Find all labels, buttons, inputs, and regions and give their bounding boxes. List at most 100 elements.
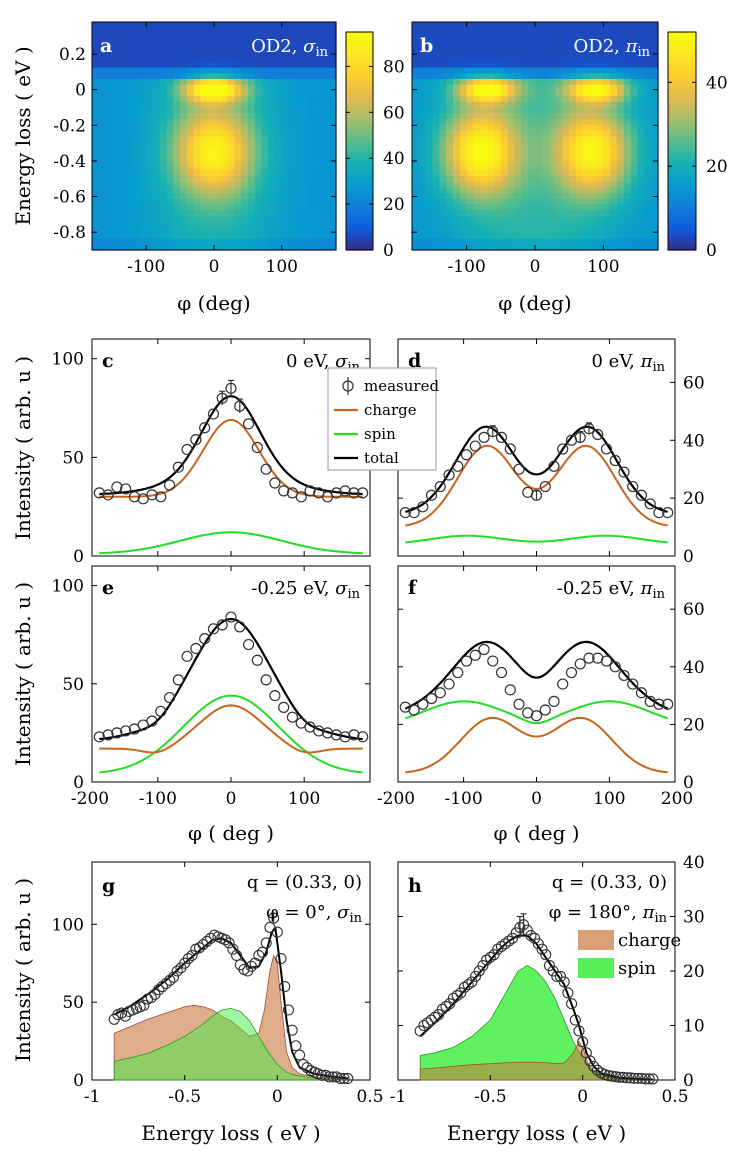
heatmap-cell: [193, 113, 202, 120]
spin-curve: [99, 531, 363, 555]
colorbar-cell: [668, 173, 696, 178]
heatmap-cell: [308, 221, 317, 228]
heatmap-cell: [521, 136, 529, 143]
heatmap-cell: [329, 187, 337, 194]
heatmap-cell: [261, 90, 269, 97]
heatmap-cell: [234, 136, 242, 143]
heatmap-cell: [207, 181, 215, 188]
heatmap-cell: [651, 96, 659, 103]
heatmap-cell: [288, 221, 296, 228]
heatmap-cell: [521, 73, 529, 80]
heatmap-cell: [322, 67, 330, 74]
heatmap-cell: [193, 90, 202, 97]
heatmap-cell: [473, 84, 481, 91]
heatmap-cell: [432, 56, 440, 63]
heatmap-cell: [234, 39, 242, 46]
heatmap-cell: [92, 204, 100, 211]
heatmap-cell: [193, 147, 202, 154]
heatmap-cell: [528, 181, 536, 188]
heatmap-cell: [500, 96, 509, 103]
heatmap-cell: [308, 90, 317, 97]
heatmap-cell: [180, 33, 188, 40]
data-point: [639, 1073, 652, 1085]
heatmap-cell: [651, 244, 659, 251]
heatmap-cell: [146, 96, 154, 103]
heatmap-cell: [173, 61, 181, 69]
heatmap-cell: [92, 244, 100, 251]
heatmap-cell: [308, 39, 317, 46]
heatmap-cell: [281, 101, 290, 109]
heatmap-cell: [521, 170, 529, 177]
heatmap-cell: [254, 187, 263, 194]
heatmap-cell: [159, 193, 168, 200]
heatmap-cell: [268, 22, 276, 29]
heatmap-cell: [247, 141, 256, 148]
heatmap-cell: [132, 67, 141, 74]
heatmap-cell: [214, 164, 222, 171]
heatmap-cell: [322, 61, 330, 69]
heatmap-cell: [180, 79, 188, 86]
heatmap-cell: [254, 244, 263, 251]
heatmap-cell: [200, 44, 208, 52]
heatmap-cell: [596, 164, 604, 171]
heatmap-cell: [315, 181, 324, 188]
heatmap-cell: [582, 158, 591, 166]
heatmap-cell: [220, 204, 229, 211]
heatmap-cell: [500, 44, 509, 52]
heatmap-cell: [555, 136, 563, 143]
heatmap-cell: [322, 39, 330, 46]
heatmap-cell: [610, 22, 618, 29]
heatmap-cell: [329, 204, 337, 211]
colorbar-cell: [668, 184, 696, 189]
heatmap-cell: [446, 79, 454, 86]
heatmap-cell: [220, 61, 229, 69]
heatmap-cell: [500, 124, 509, 131]
heatmap-cell: [207, 44, 215, 52]
heatmap-cell: [315, 170, 324, 177]
data-point: [269, 689, 281, 702]
heatmap-cell: [173, 238, 181, 245]
heatmap-cell: [302, 101, 310, 109]
heatmap-cell: [254, 158, 263, 166]
heatmap-cell: [541, 158, 550, 166]
heatmap-cell: [112, 175, 120, 183]
heatmap-cell: [159, 141, 168, 148]
heatmap-cell: [308, 175, 317, 183]
colorbar-cell: [346, 206, 373, 211]
heatmap-cell: [241, 141, 249, 148]
data-point: [434, 480, 446, 493]
heatmap-cell: [562, 153, 570, 160]
heatmap-cell: [227, 90, 235, 97]
heatmap-cell: [466, 33, 475, 40]
heatmap-cell: [186, 164, 195, 171]
heatmap-cell: [623, 39, 632, 46]
data-point: [242, 418, 255, 430]
heatmap-cell: [180, 187, 188, 194]
colorbar-cell: [346, 61, 373, 66]
heatmap-cell: [247, 50, 256, 57]
heatmap-cell: [651, 101, 659, 109]
heatmap-cell: [207, 158, 215, 166]
heatmap-cell: [418, 164, 427, 171]
heatmap-cell: [514, 175, 522, 183]
heatmap-cell: [234, 113, 242, 120]
heatmap-cell: [234, 61, 242, 69]
heatmap-cell: [459, 124, 468, 131]
colorbar-cell: [346, 115, 373, 120]
heatmap-cell: [214, 50, 222, 57]
heatmap-cell: [322, 44, 330, 52]
heatmap-cell: [200, 61, 208, 69]
heatmap-cell: [439, 22, 447, 29]
heatmap-cell: [514, 39, 522, 46]
legend-label-spin: spin: [618, 958, 657, 979]
heatmap-cell: [268, 221, 276, 228]
heatmap-cell: [617, 39, 625, 46]
heatmap-cell: [139, 187, 147, 194]
heatmap-cell: [576, 147, 584, 154]
heatmap-cell: [521, 181, 529, 188]
data-point: [644, 498, 656, 510]
heatmap-cell: [487, 158, 495, 166]
panel-label-d: d: [408, 350, 421, 372]
heatmap-cell: [308, 50, 317, 57]
heatmap-cell: [322, 90, 330, 97]
